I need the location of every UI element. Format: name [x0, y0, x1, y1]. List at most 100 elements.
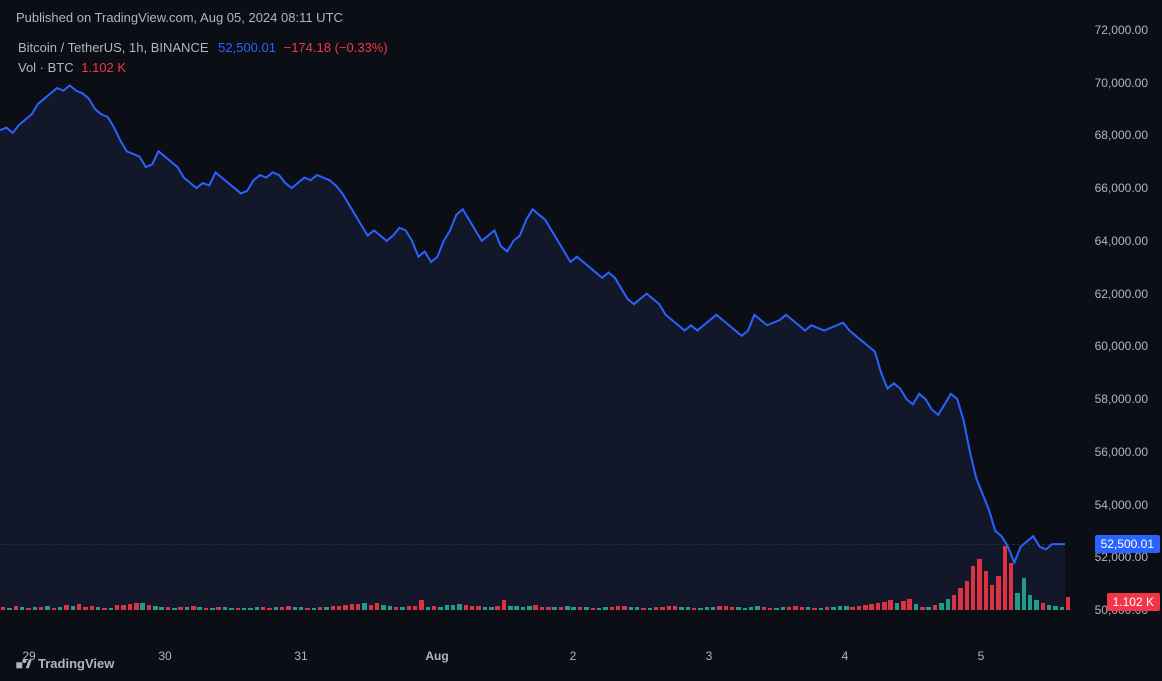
volume-bar: [457, 604, 461, 610]
volume-bar: [45, 606, 49, 610]
volume-bar: [996, 576, 1000, 610]
volume-bar: [52, 608, 56, 610]
volume-bar: [692, 608, 696, 610]
volume-bar: [324, 607, 328, 610]
volume-bar: [400, 607, 404, 610]
volume-bar: [191, 606, 195, 610]
volume-bar: [679, 607, 683, 610]
volume-bar: [261, 607, 265, 610]
volume-bar: [800, 607, 804, 610]
volume-bar: [793, 606, 797, 610]
volume-bar: [926, 607, 930, 610]
y-axis-label: 70,000.00: [1095, 76, 1148, 90]
volume-bar: [730, 607, 734, 610]
volume-bar: [419, 600, 423, 610]
y-axis-label: 54,000.00: [1095, 498, 1148, 512]
volume-bar: [888, 600, 892, 610]
volume-bar: [958, 588, 962, 610]
volume-bar: [248, 608, 252, 610]
volume-bar: [451, 605, 455, 610]
published-text: Published on TradingView.com, Aug 05, 20…: [16, 10, 343, 25]
volume-bar: [971, 566, 975, 610]
y-axis-label: 58,000.00: [1095, 392, 1148, 406]
volume-bar: [64, 605, 68, 610]
volume-bar: [907, 599, 911, 610]
volume-bar: [216, 607, 220, 610]
volume-bar: [413, 606, 417, 610]
volume-bar: [838, 606, 842, 610]
volume-bar: [381, 605, 385, 610]
volume-bar: [755, 606, 759, 610]
volume-bar: [635, 607, 639, 610]
volume-bar: [318, 607, 322, 610]
volume-bar: [825, 607, 829, 610]
volume-bar: [178, 607, 182, 610]
y-axis-label: 56,000.00: [1095, 445, 1148, 459]
volume-bar: [787, 607, 791, 610]
volume-bar: [407, 606, 411, 610]
volume-bar: [717, 606, 721, 610]
volume-bar: [26, 608, 30, 610]
volume-bar: [774, 608, 778, 610]
volume-bar: [819, 608, 823, 610]
y-axis-label: 66,000.00: [1095, 181, 1148, 195]
volume-bar: [388, 606, 392, 610]
volume-bar: [977, 559, 981, 611]
volume-bar: [58, 607, 62, 610]
volume-bar: [946, 599, 950, 610]
volume-bar: [1, 607, 5, 610]
volume-bar: [159, 607, 163, 610]
y-axis-label: 64,000.00: [1095, 234, 1148, 248]
volume-bar: [350, 604, 354, 610]
volume-bar: [483, 607, 487, 610]
volume-bar: [255, 607, 259, 610]
volume-bar: [356, 604, 360, 610]
volume-bar: [185, 607, 189, 610]
volume-bar: [39, 607, 43, 610]
volume-bar: [495, 606, 499, 610]
volume-bar: [140, 603, 144, 610]
volume-bar: [920, 607, 924, 610]
volume-bar: [197, 607, 201, 610]
volume-bar: [876, 603, 880, 610]
volume-bar: [204, 608, 208, 610]
y-axis-label: 62,000.00: [1095, 287, 1148, 301]
volume-bar: [102, 608, 106, 610]
volume-bar: [121, 605, 125, 610]
volume-bar: [711, 607, 715, 610]
volume-bar: [952, 595, 956, 610]
volume-bar: [20, 607, 24, 610]
volume-bar: [299, 607, 303, 610]
volume-bar: [965, 581, 969, 610]
volume-bar: [362, 603, 366, 610]
volume-bar: [882, 602, 886, 610]
volume-bar: [869, 604, 873, 610]
volume-bar: [369, 605, 373, 610]
volume-bar: [521, 607, 525, 610]
volume-bar: [984, 571, 988, 610]
volume-bar: [540, 607, 544, 610]
volume-bar: [426, 607, 430, 610]
volume-bar: [223, 607, 227, 610]
volume-bar: [128, 604, 132, 610]
volume-bar: [591, 608, 595, 610]
volume-bar: [115, 605, 119, 610]
volume-bar: [438, 607, 442, 610]
volume-bar: [768, 608, 772, 610]
volume-bar: [571, 607, 575, 610]
current-price-tag: 52,500.01: [1095, 535, 1160, 553]
y-axis-label: 60,000.00: [1095, 339, 1148, 353]
volume-bar: [546, 607, 550, 610]
volume-bar: [990, 585, 994, 610]
volume-bar: [863, 605, 867, 610]
y-axis-label: 72,000.00: [1095, 23, 1148, 37]
volume-bar: [134, 603, 138, 610]
volume-bar: [77, 604, 81, 610]
price-chart[interactable]: 50,000.0052,000.0054,000.0056,000.0058,0…: [0, 30, 1162, 641]
volume-bar: [673, 606, 677, 610]
volume-bar: [584, 607, 588, 610]
volume-bar: [559, 607, 563, 610]
volume-bar: [648, 608, 652, 610]
volume-bar: [1066, 597, 1070, 611]
volume-bar: [489, 607, 493, 610]
